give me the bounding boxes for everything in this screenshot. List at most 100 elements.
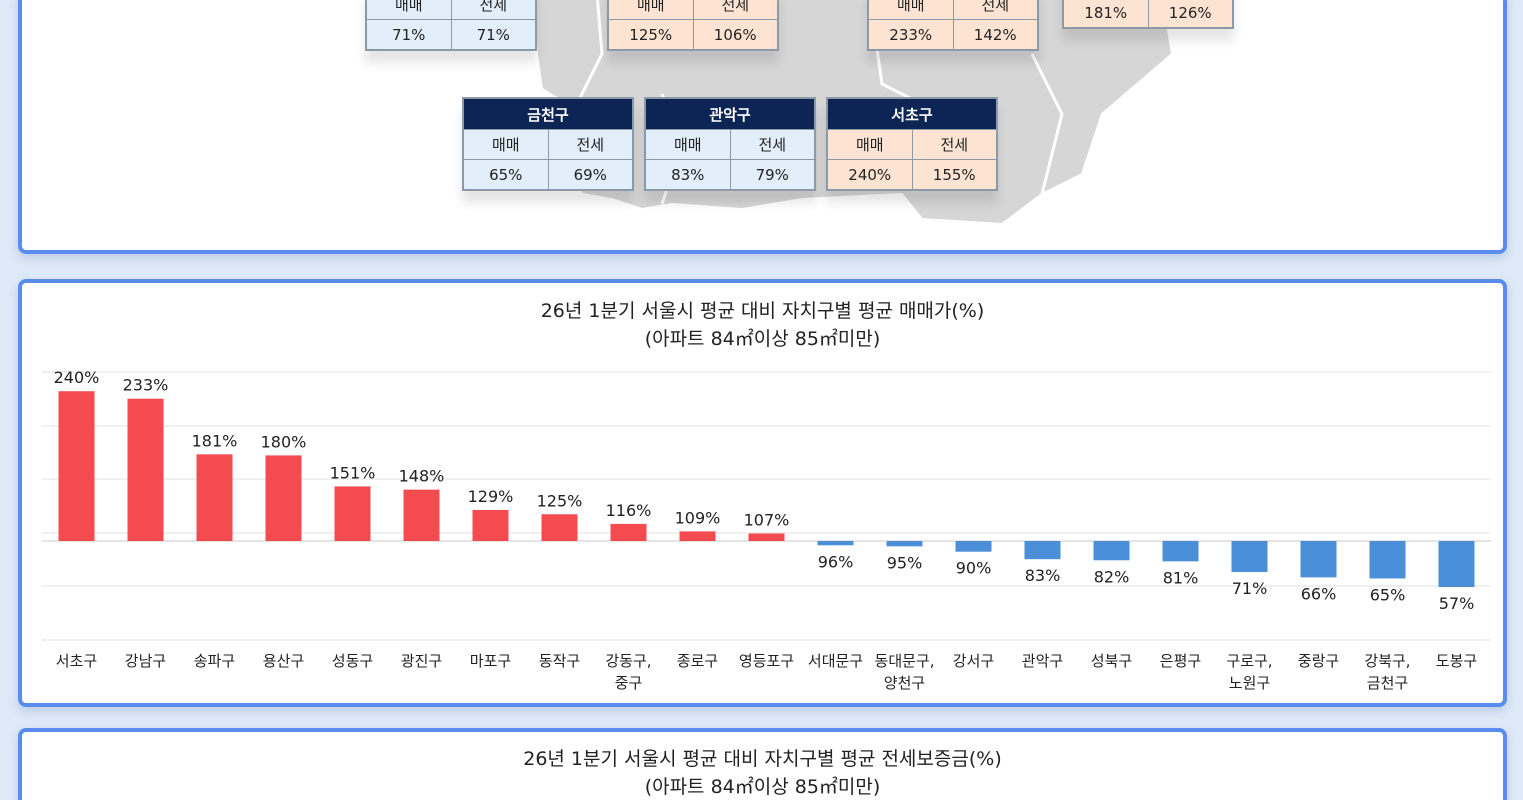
district-name: 관악구 (646, 99, 814, 129)
district-table-seocho: 서초구 매매 전세 240% 155% (826, 97, 998, 191)
x-tick-label: 영등포구 (739, 652, 794, 670)
x-tick-label: 용산구 (263, 652, 304, 670)
bar-value-label: 240% (54, 368, 100, 387)
bar (610, 523, 647, 541)
bar (1024, 541, 1061, 560)
chart-subtitle: (아파트 84㎡이상 85㎡미만) (644, 776, 881, 798)
jeonse-value: 126% (1147, 0, 1232, 27)
bar (58, 391, 95, 541)
bar-value-label: 66% (1301, 584, 1337, 603)
bar (1300, 541, 1337, 578)
x-tick-label: 노원구 (1229, 674, 1270, 692)
bar-value-label: 71% (1232, 579, 1268, 598)
x-tick-label: 강북구, (1364, 652, 1410, 670)
bar (748, 533, 785, 541)
col-sale-header: 매매 (464, 129, 548, 159)
x-tick-label: 성동구 (332, 652, 373, 670)
bar-value-label: 65% (1370, 585, 1406, 604)
jeonse-value: 69% (547, 159, 632, 189)
bar-value-label: 109% (675, 508, 721, 527)
district-table-2: 매매 전세 125% 106% (607, 0, 779, 51)
col-jeonse-header: 전세 (729, 129, 814, 159)
chart-title: 26년 1분기 서울시 평균 대비 자치구별 평균 매매가(%) (540, 300, 985, 322)
bar-value-label: 83% (1025, 566, 1061, 585)
bar-value-label: 129% (468, 487, 514, 506)
bar-value-label: 96% (818, 552, 854, 571)
jeonse-value: 71% (450, 19, 535, 49)
bar (196, 454, 233, 541)
bar (886, 541, 923, 547)
col-jeonse-header: 전세 (952, 0, 1037, 19)
col-jeonse-header: 전세 (692, 0, 777, 19)
sale-value: 65% (464, 159, 548, 189)
bar (679, 531, 716, 541)
x-tick-label: 구로구, (1226, 652, 1272, 670)
x-tick-label: 광진구 (401, 652, 442, 670)
district-table-3: 매매 전세 233% 142% (867, 0, 1039, 51)
sale-value: 240% (828, 159, 912, 189)
bar-value-label: 181% (192, 431, 238, 450)
bar-value-label: 116% (606, 501, 652, 520)
bar-value-label: 95% (887, 553, 923, 572)
bar (334, 486, 371, 541)
x-tick-label: 중구 (615, 674, 643, 692)
sale-price-chart-panel: 26년 1분기 서울시 평균 대비 자치구별 평균 매매가(%) (아파트 84… (18, 279, 1507, 707)
bar (265, 455, 302, 541)
col-sale-header: 매매 (367, 0, 451, 19)
x-tick-label: 양천구 (884, 674, 925, 692)
district-name: 서초구 (828, 99, 996, 129)
sale-value: 233% (869, 19, 953, 49)
sale-value: 71% (367, 19, 451, 49)
x-tick-label: 성북구 (1091, 652, 1132, 670)
bar-value-label: 148% (399, 467, 445, 486)
col-jeonse-header: 전세 (911, 129, 996, 159)
sale-value: 83% (646, 159, 730, 189)
bar-chart: 240% 서초구 233% 강남구 181% 송파구 180% 용산구 151% 성동구 148% 광… (42, 368, 1491, 692)
jeonse-value: 155% (911, 159, 996, 189)
x-tick-label: 은평구 (1160, 652, 1201, 670)
district-name: 금천구 (464, 99, 632, 129)
bar (1231, 541, 1268, 573)
chart-title: 26년 1분기 서울시 평균 대비 자치구별 평균 전세보증금(%) (523, 748, 1002, 770)
col-sale-header: 매매 (609, 0, 693, 19)
district-table-gwanak: 관악구 매매 전세 83% 79% (644, 97, 816, 191)
x-tick-label: 관악구 (1022, 652, 1063, 670)
bar (1093, 541, 1130, 561)
bar-value-label: 81% (1163, 568, 1199, 587)
bar-value-label: 107% (744, 511, 790, 530)
bar-value-label: 82% (1094, 567, 1130, 586)
bar (127, 398, 164, 541)
bar (1438, 541, 1475, 588)
bar (1369, 541, 1406, 579)
sale-value: 125% (609, 19, 693, 49)
x-tick-label: 강서구 (953, 652, 994, 670)
jeonse-value: 79% (729, 159, 814, 189)
x-tick-label: 종로구 (677, 652, 718, 670)
district-table-geumcheon: 금천구 매매 전세 65% 69% (462, 97, 634, 191)
col-jeonse-header: 전세 (547, 129, 632, 159)
jeonse-chart-panel: 26년 1분기 서울시 평균 대비 자치구별 평균 전세보증금(%) (아파트 … (18, 728, 1507, 800)
x-tick-label: 동대문구, (875, 652, 935, 670)
x-tick-label: 송파구 (194, 652, 235, 670)
bar (541, 514, 578, 541)
chart-subtitle: (아파트 84㎡이상 85㎡미만) (644, 328, 881, 350)
district-table-1: 매매 전세 71% 71% (365, 0, 537, 51)
bar-value-label: 151% (330, 463, 376, 482)
map-panel: 매매 전세 71% 71% 매매 전세 125% 106% 매매 전세 233% 142% … (18, 0, 1507, 254)
x-tick-label: 강남구 (125, 652, 166, 670)
x-tick-label: 중랑구 (1298, 652, 1339, 670)
x-tick-label: 강동구, (605, 652, 651, 670)
bar (817, 541, 854, 546)
sale-value: 181% (1064, 0, 1148, 27)
jeonse-value: 106% (692, 19, 777, 49)
x-tick-label: 도봉구 (1436, 652, 1477, 670)
x-tick-label: 서초구 (56, 652, 97, 670)
jeonse-value: 142% (952, 19, 1037, 49)
bar-value-label: 125% (537, 491, 583, 510)
x-tick-label: 동작구 (539, 652, 580, 670)
col-jeonse-header: 전세 (450, 0, 535, 19)
bar-value-label: 57% (1439, 594, 1475, 613)
x-tick-label: 서대문구 (808, 652, 863, 670)
col-sale-header: 매매 (828, 129, 912, 159)
